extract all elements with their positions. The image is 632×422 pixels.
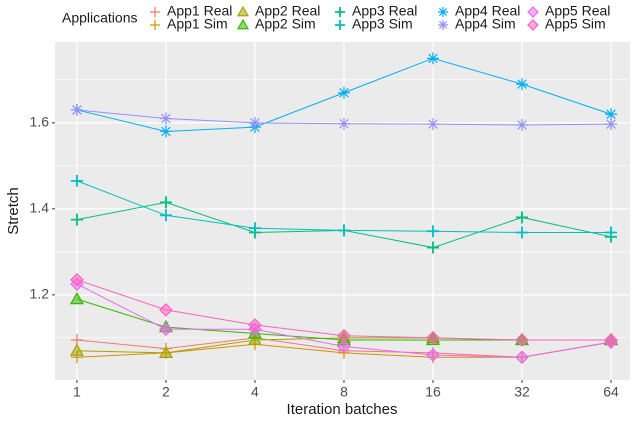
legend-label: App3 Real: [352, 3, 417, 19]
y-tick-label: 1.4: [30, 200, 50, 216]
legend-label: App5 Sim: [545, 16, 606, 32]
x-tick-label: 8: [340, 384, 348, 400]
marker: [426, 118, 439, 131]
marker: [159, 112, 172, 125]
marker: [248, 116, 261, 129]
marker: [527, 19, 539, 31]
marker: [335, 7, 345, 17]
legend-item: App4 Sim: [438, 16, 516, 32]
marker: [70, 174, 83, 187]
legend-label: App5 Real: [545, 3, 610, 19]
marker: [337, 339, 351, 354]
x-tick-label: 32: [514, 384, 530, 400]
legend-label: App4 Sim: [455, 16, 516, 32]
legend-label: App2 Sim: [255, 16, 316, 32]
x-tick-label: 2: [162, 384, 170, 400]
marker: [426, 225, 439, 238]
legend-item: App3 Sim: [335, 16, 413, 32]
marker: [515, 78, 528, 91]
marker: [527, 6, 539, 18]
y-tick-label: 1.2: [30, 286, 50, 302]
marker: [438, 20, 448, 30]
marker: [247, 332, 262, 346]
legend-title: Applications: [62, 10, 138, 26]
marker: [70, 103, 83, 116]
legend-item: App2 Sim: [236, 16, 316, 32]
legend-label: App1 Real: [167, 3, 232, 19]
marker: [159, 196, 172, 209]
marker: [159, 322, 173, 337]
marker: [159, 125, 172, 138]
marker: [604, 333, 618, 347]
marker: [236, 18, 250, 30]
legend-label: App3 Sim: [352, 16, 413, 32]
marker: [515, 333, 529, 347]
marker: [337, 86, 350, 99]
marker: [438, 7, 448, 17]
x-tick-label: 4: [251, 384, 259, 400]
plot-panel: [55, 42, 630, 380]
legend-item: App5 Real: [527, 3, 610, 19]
marker: [335, 20, 345, 30]
legend-label: App1 Sim: [167, 16, 228, 32]
marker: [248, 318, 262, 332]
marker: [69, 343, 84, 356]
marker: [515, 350, 529, 365]
marker: [515, 118, 528, 131]
x-axis-title: Iteration batches: [287, 401, 398, 418]
marker: [605, 226, 618, 239]
x-tick-label: 1: [73, 384, 81, 400]
legend-label: App4 Real: [455, 3, 520, 19]
marker: [158, 345, 173, 359]
y-axis-title: Stretch: [5, 187, 22, 235]
marker: [337, 328, 351, 343]
marker: [426, 241, 439, 254]
marker: [426, 348, 440, 362]
marker: [248, 222, 261, 235]
marker: [337, 117, 350, 130]
marker: [515, 211, 528, 224]
legend-item: App1 Real: [150, 3, 232, 19]
marker: [426, 331, 440, 345]
marker: [70, 213, 83, 226]
legend-label: App2 Real: [255, 3, 320, 19]
marker: [159, 303, 173, 317]
marker: [515, 226, 528, 239]
marker: [236, 5, 250, 17]
legend-item: App3 Real: [335, 3, 417, 19]
marker: [150, 7, 160, 17]
marker: [70, 272, 84, 287]
marker: [337, 224, 350, 237]
marker: [426, 52, 439, 65]
legend-item: App5 Sim: [527, 16, 606, 32]
x-tick-label: 16: [425, 384, 441, 400]
marker: [150, 20, 160, 30]
legend-item: App4 Real: [438, 3, 520, 19]
legend-item: App1 Sim: [150, 16, 228, 32]
marker: [69, 291, 84, 305]
y-tick-label: 1.6: [30, 114, 50, 130]
marker: [605, 118, 618, 131]
x-tick-label: 64: [603, 384, 619, 400]
marker: [605, 108, 618, 121]
legend-item: App2 Real: [236, 3, 320, 19]
marker: [159, 209, 172, 222]
